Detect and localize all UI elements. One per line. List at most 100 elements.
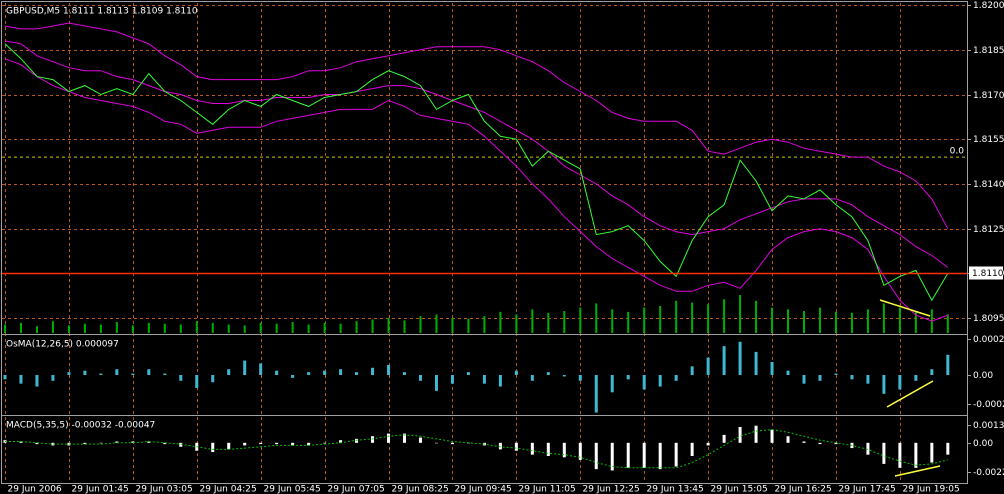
histogram-bar xyxy=(482,375,486,384)
histogram-bar xyxy=(403,433,406,443)
volume-bar xyxy=(259,322,262,333)
volume-bar xyxy=(739,295,742,333)
histogram-bar xyxy=(403,372,406,375)
label-layer: 29 Jun 2006 29 Jun 01:45 29 Jun 03:05 29 Ju… xyxy=(6,1,1004,494)
y-tick-label: 0.00 xyxy=(973,371,993,381)
histogram-bar xyxy=(818,375,822,381)
histogram-bar xyxy=(546,442,550,456)
y-tick-label: 1.8140 xyxy=(973,180,1004,190)
series-line xyxy=(4,43,949,302)
histogram-bar xyxy=(930,369,934,375)
histogram-bar xyxy=(67,372,71,375)
histogram-bar xyxy=(450,375,454,384)
trend-lines xyxy=(879,299,941,477)
histogram-bar xyxy=(498,442,502,450)
histogram-bar xyxy=(754,425,758,443)
y-tick-label: -0.0002 xyxy=(973,400,1004,410)
panel-title: OsMA(12,26,5) 0.000097 xyxy=(6,340,119,350)
x-tick-label: 29 Jun 07:05 xyxy=(328,485,385,494)
histogram-bar xyxy=(147,369,151,375)
histogram-bar xyxy=(674,375,678,381)
volume-bar xyxy=(659,305,662,333)
volume-bar xyxy=(243,325,246,333)
volume-bar xyxy=(323,322,326,333)
current-price-box xyxy=(969,266,1003,280)
histogram-bar xyxy=(546,372,550,375)
histogram-bar xyxy=(818,442,822,445)
histogram-bar xyxy=(371,436,375,443)
x-tick-label: 29 Jun 01:45 xyxy=(72,485,129,494)
volume-bar xyxy=(595,303,598,333)
volume-bar xyxy=(371,319,374,333)
histogram-bar xyxy=(115,369,119,375)
volume-bar xyxy=(35,326,38,333)
volume-bar xyxy=(99,324,102,333)
x-tick-label: 29 Jun 09:45 xyxy=(455,485,512,494)
histogram-bar xyxy=(418,437,422,443)
histogram-bar xyxy=(738,341,742,375)
y-tick-label: 1.8170 xyxy=(973,91,1004,101)
volume-bar xyxy=(227,324,230,333)
volume-bar xyxy=(946,314,949,333)
histogram-bar xyxy=(658,375,662,387)
histogram-bar xyxy=(930,442,934,463)
histogram-bar xyxy=(450,442,454,445)
histogram-bar xyxy=(275,442,279,445)
histogram-bar xyxy=(355,438,359,443)
histogram-bar xyxy=(882,375,886,394)
histogram-bar xyxy=(418,375,422,381)
histogram-bar xyxy=(195,375,199,388)
histogram-bar xyxy=(770,362,774,375)
histogram-bar xyxy=(163,442,167,445)
current-price-label: 1.8110 xyxy=(972,269,1004,279)
histogram-bar xyxy=(722,346,726,375)
histogram-bar xyxy=(706,442,710,446)
volume-bar xyxy=(643,307,646,333)
histogram-bar xyxy=(131,441,135,443)
volume-bar xyxy=(818,307,821,333)
histogram-bar xyxy=(466,372,470,375)
x-tick-label: 29 Jun 04:25 xyxy=(200,485,257,494)
x-tick-label: 29 Jun 05:45 xyxy=(264,485,321,494)
histogram-bar xyxy=(339,440,343,443)
histogram-bar xyxy=(163,373,167,375)
volume-bar xyxy=(850,312,853,333)
plot-border xyxy=(1,1,968,484)
trend-line xyxy=(894,465,941,477)
level-label: 0.0 xyxy=(950,147,965,157)
volume-bar xyxy=(531,309,534,333)
histogram-bar xyxy=(434,375,438,391)
histogram-bar xyxy=(610,442,614,471)
histogram-bar xyxy=(371,367,375,375)
histogram-bar xyxy=(339,369,343,375)
volume-bar xyxy=(195,321,198,333)
histogram-bar xyxy=(786,370,790,375)
histogram-bar xyxy=(307,372,311,375)
volume-bar xyxy=(882,303,885,333)
volume-bar xyxy=(627,311,630,333)
histogram-bar xyxy=(882,442,886,464)
volume-bar xyxy=(675,300,678,333)
volume-bar xyxy=(707,304,710,333)
y-tick-label: 0.00134 xyxy=(973,421,1004,431)
volume-bar xyxy=(515,314,518,333)
histogram-bar xyxy=(387,364,391,375)
histogram-bar xyxy=(706,357,710,375)
histogram-bar xyxy=(594,375,598,413)
volume-bar xyxy=(339,323,342,333)
series-line xyxy=(4,22,949,229)
histogram-bar xyxy=(3,375,7,380)
histogram-bar xyxy=(898,442,902,468)
y-tick-label: 0.00 xyxy=(973,439,993,449)
histogram-bar xyxy=(610,375,614,393)
histogram-bar xyxy=(626,375,630,380)
histogram-bar xyxy=(355,372,359,375)
y-tick-label: 1.8155 xyxy=(973,135,1004,145)
signal-line xyxy=(5,429,948,469)
y-tick-label: 1.8200 xyxy=(973,1,1004,11)
histogram-bar xyxy=(35,442,39,445)
volume-bar xyxy=(147,322,150,333)
x-tick-label: 29 Jun 17:45 xyxy=(839,485,896,494)
histogram-bar xyxy=(802,441,806,443)
histogram-bar xyxy=(211,442,215,453)
